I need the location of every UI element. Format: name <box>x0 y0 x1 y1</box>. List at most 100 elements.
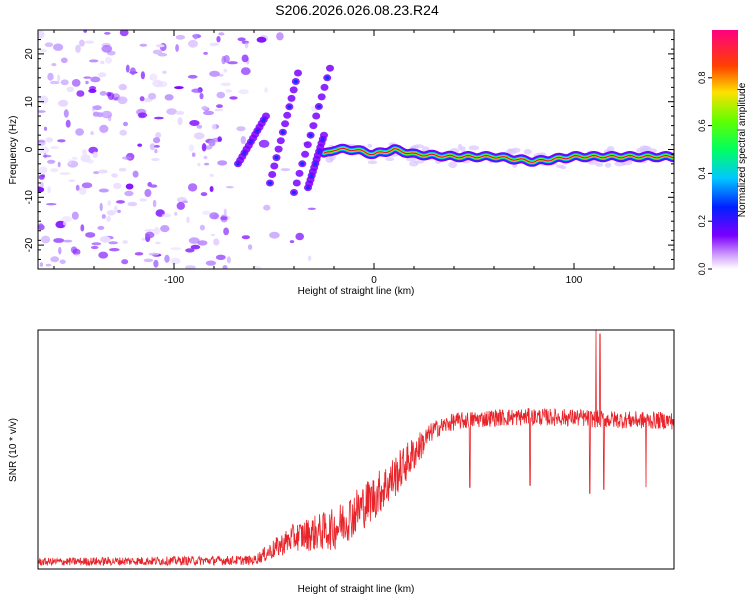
spectrogram-noise-blob <box>45 137 54 143</box>
spectrogram-faint-blob <box>523 148 532 155</box>
spectrogram-noise-blob <box>121 259 129 265</box>
spectrogram-noise-blob <box>220 216 228 221</box>
spectrogram-streak-core <box>287 105 292 109</box>
spectrogram-noise-blob <box>209 42 219 47</box>
spectrogram-noise-blob <box>236 126 246 132</box>
spectrogram-noise-blob <box>45 263 52 267</box>
spectrogram-noise-blob <box>47 186 51 194</box>
spectrogram-noise-blob <box>193 132 205 140</box>
spectrogram-noise-blob <box>276 32 284 41</box>
spectrogram-noise-blob <box>39 48 47 53</box>
spectrogram-noise-blob <box>51 63 57 67</box>
spectrogram-faint-blob <box>595 162 604 167</box>
spectrogram-noise-blob <box>68 158 72 166</box>
spectrogram-noise-blob <box>197 162 201 167</box>
spectrogram-noise-blob <box>89 86 97 90</box>
spectrogram-noise-blob <box>90 131 94 136</box>
spectrogram-noise-blob <box>209 173 214 177</box>
spectrogram-noise-blob <box>114 205 118 213</box>
spectrogram-noise-blob <box>122 240 128 244</box>
spectrogram-faint-blob <box>329 156 334 162</box>
spectrogram-noise-blob <box>244 41 249 49</box>
spectrogram-noise-blob <box>117 96 128 105</box>
spectrogram-noise-blob <box>106 210 116 216</box>
y-tick-label: 400 <box>0 0 9 3</box>
spectrogram-noise-blob <box>187 183 198 192</box>
spectrogram-faint-blob <box>410 145 419 150</box>
spectrogram-noise-blob <box>129 67 136 75</box>
spectrogram-noise-blob <box>216 104 223 108</box>
spectrogram-noise-blob <box>174 86 184 90</box>
spectrogram-streak-blob <box>320 83 329 91</box>
spectrogram-noise-blob <box>269 231 280 239</box>
spectrogram-streak-blob <box>270 162 279 170</box>
snr-ylabel: SNR (10 * v/v) <box>8 418 19 482</box>
spectrogram-noise-blob <box>202 210 211 215</box>
spectrogram-noise-blob <box>100 60 105 65</box>
spectrogram-streak-blob <box>287 94 296 102</box>
spectrogram-noise-blob <box>98 188 109 193</box>
spectrogram-noise-blob <box>223 68 228 73</box>
spectrogram-noise-blob <box>280 168 291 172</box>
spectrogram-noise-blob <box>85 232 96 238</box>
spectrogram-noise-blob <box>122 156 132 160</box>
spectrogram-noise-blob <box>38 110 46 113</box>
spectrogram-noise-blob <box>40 181 44 188</box>
spectrogram-noise-blob <box>59 172 71 175</box>
spectrogram-noise-blob <box>209 212 219 220</box>
spectrogram-streak-core <box>268 181 272 185</box>
spectrogram-noise-blob <box>213 238 220 246</box>
spectrogram-noise-blob <box>49 80 60 85</box>
spectrogram-noise-blob <box>71 79 81 87</box>
spectrogram-streak-blob <box>274 145 283 153</box>
spectrogram-noise-blob <box>50 256 60 263</box>
spectrogram-noise-blob <box>166 108 177 115</box>
spectrogram-noise-blob <box>101 45 113 53</box>
spectrogram-noise-blob <box>143 258 154 263</box>
spectrogram-noise-blob <box>119 30 129 37</box>
spectrogram-noise-blob <box>200 192 208 197</box>
spectrogram-noise-blob <box>148 252 160 256</box>
spectrogram-noise-blob <box>238 89 249 95</box>
spectrogram-faint-blob <box>636 147 643 153</box>
spectrogram-noise-blob <box>307 255 312 262</box>
spectrogram-noise-blob <box>154 145 160 148</box>
spectrogram-noise-blob <box>80 154 91 163</box>
spectrogram-noise-blob <box>93 171 100 175</box>
spectrogram-noise-blob <box>57 74 61 82</box>
spectrogram-noise-blob <box>216 36 221 43</box>
colorbar-tick-label: 0.6 <box>697 119 707 132</box>
spectrogram-noise-blob <box>223 208 227 217</box>
spectrogram-noise-blob <box>47 72 54 81</box>
spectrogram-noise-blob <box>123 121 128 127</box>
spectrogram-noise-blob <box>80 224 85 232</box>
spectrogram-noise-blob <box>226 186 234 189</box>
spectrogram-streak-blob <box>312 112 321 120</box>
spectrogram-noise-blob <box>211 123 217 131</box>
spectrogram-noise-blob <box>53 238 65 243</box>
colorbar-tick-label: 0.8 <box>697 72 707 85</box>
spectrogram-noise-blob <box>191 152 196 157</box>
spectrogram-noise-blob <box>241 235 250 240</box>
figure-title: S206.2026.026.08.23.R24 <box>275 2 439 18</box>
spectrogram-noise-blob <box>97 225 105 230</box>
spectrogram-noise-blob <box>111 173 118 178</box>
spectrogram-streak-blob <box>262 112 270 120</box>
spectrogram-noise-blob <box>43 126 48 131</box>
spectrogram-noise-blob <box>164 94 174 101</box>
spectrogram-streak-core <box>274 155 279 160</box>
spectrogram-noise-blob <box>113 182 122 190</box>
spectrogram-streak-core <box>316 104 321 109</box>
spectrogram-noise-blob <box>222 265 228 269</box>
spectrogram-faint-blob <box>512 163 518 168</box>
spectrogram-noise-blob <box>125 183 134 190</box>
colorbar-label: Normalized spectral amplitude <box>737 82 748 217</box>
spectrogram-noise-blob <box>137 112 148 118</box>
spectrogram-noise-blob <box>44 42 54 47</box>
spectrogram-noise-blob <box>153 259 159 268</box>
y-tick-label: -10 <box>24 190 35 205</box>
spectrogram-noise-blob <box>101 214 106 219</box>
spectrogram-noise-blob <box>229 96 238 100</box>
spectrogram-noise-blob <box>307 207 316 210</box>
